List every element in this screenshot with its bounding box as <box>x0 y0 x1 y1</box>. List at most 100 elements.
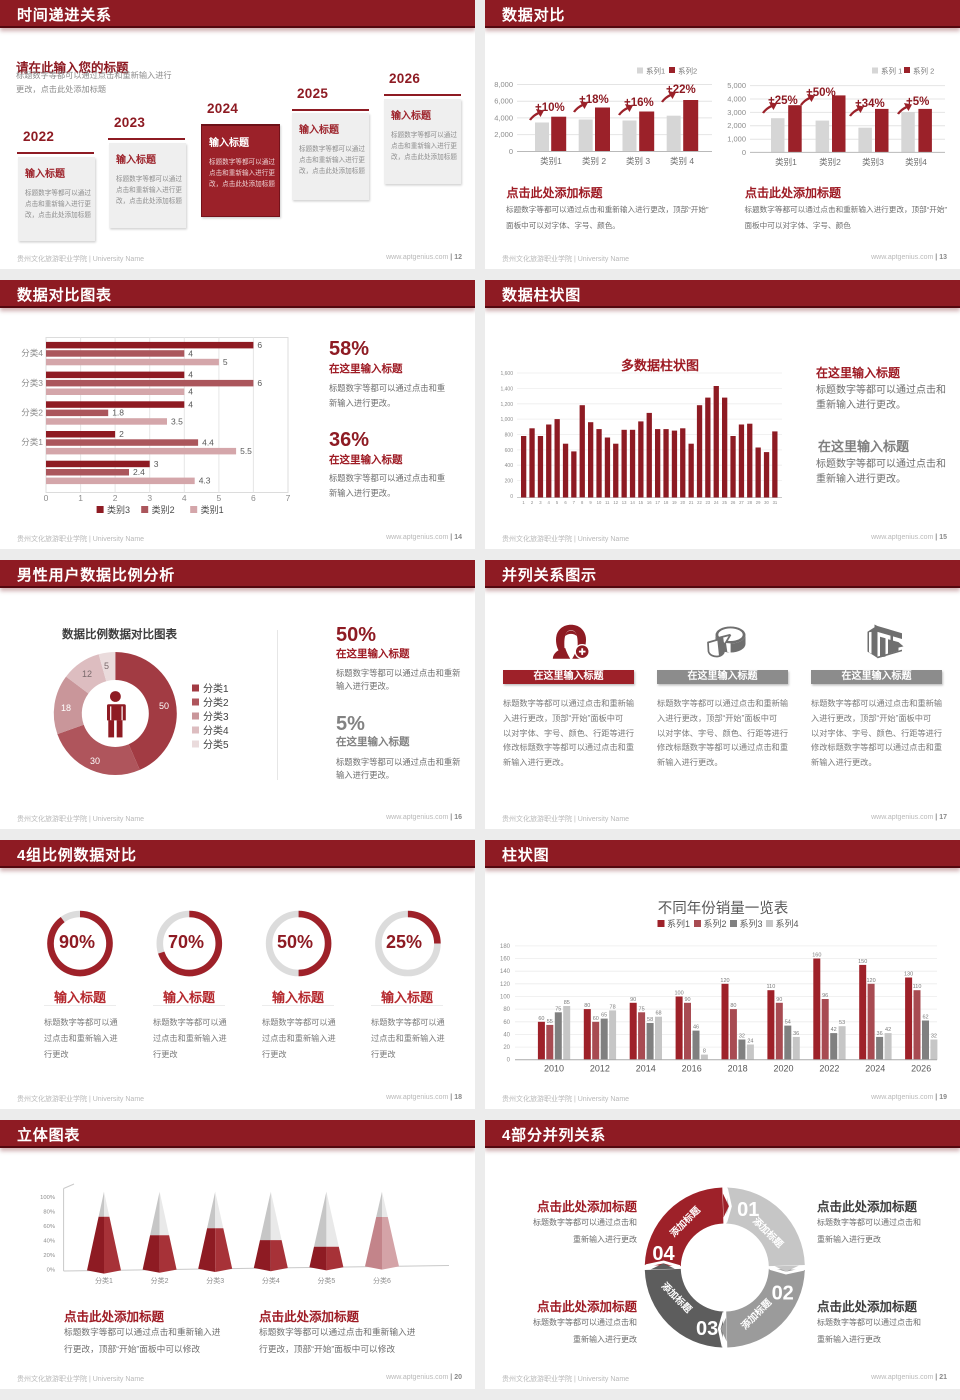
svg-text:90: 90 <box>630 997 636 1003</box>
svg-text:类别4: 类别4 <box>905 157 927 167</box>
svg-text:2018: 2018 <box>728 1064 748 1074</box>
svg-text:2012: 2012 <box>590 1064 610 1074</box>
svg-text:0: 0 <box>742 148 746 157</box>
svg-text:100: 100 <box>675 991 684 997</box>
svg-text:46: 46 <box>693 1025 699 1031</box>
svg-text:4: 4 <box>548 500 551 505</box>
svg-text:3: 3 <box>147 493 152 503</box>
svg-text:120: 120 <box>500 982 511 988</box>
svg-text:20: 20 <box>680 500 685 505</box>
svg-text:6,000: 6,000 <box>494 97 513 106</box>
svg-text:分类2: 分类2 <box>151 1276 169 1285</box>
svg-text:5: 5 <box>217 493 222 503</box>
svg-text:类别 3: 类别 3 <box>626 156 650 166</box>
svg-text:类别 2: 类别 2 <box>582 156 606 166</box>
svg-text:78: 78 <box>610 1004 616 1010</box>
svg-text:系列4: 系列4 <box>776 918 799 929</box>
svg-text:22: 22 <box>697 500 702 505</box>
svg-text:2020: 2020 <box>773 1064 793 1074</box>
svg-text:2016: 2016 <box>682 1064 702 1074</box>
svg-text:9: 9 <box>589 500 592 505</box>
svg-text:32: 32 <box>931 1034 937 1040</box>
svg-text:19: 19 <box>672 500 677 505</box>
svg-text:65: 65 <box>601 1013 607 1019</box>
svg-text:2,000: 2,000 <box>494 130 513 139</box>
svg-text:160: 160 <box>812 953 821 959</box>
svg-text:分类3: 分类3 <box>203 710 229 723</box>
svg-text:2014: 2014 <box>636 1064 656 1074</box>
svg-text:21: 21 <box>689 500 694 505</box>
svg-text:20: 20 <box>503 1045 510 1051</box>
svg-text:系列 1: 系列 1 <box>881 66 902 76</box>
svg-text:2024: 2024 <box>865 1064 885 1074</box>
svg-text:90: 90 <box>684 997 690 1003</box>
svg-text:7: 7 <box>286 493 291 503</box>
svg-text:03: 03 <box>696 1318 718 1340</box>
svg-text:4.3: 4.3 <box>199 476 211 486</box>
svg-text:16: 16 <box>647 500 652 505</box>
svg-text:3,000: 3,000 <box>727 108 746 117</box>
svg-text:85: 85 <box>564 1000 570 1006</box>
svg-text:24: 24 <box>747 1039 753 1045</box>
svg-text:5,000: 5,000 <box>727 81 746 90</box>
svg-text:1.8: 1.8 <box>112 408 124 418</box>
svg-text:5: 5 <box>223 357 228 367</box>
svg-text:1,600: 1,600 <box>500 371 513 377</box>
svg-text:27: 27 <box>739 500 744 505</box>
svg-text:60%: 60% <box>43 1224 55 1230</box>
svg-text:6: 6 <box>564 500 567 505</box>
svg-text:6: 6 <box>257 340 262 350</box>
svg-text:4,000: 4,000 <box>727 94 746 103</box>
svg-text:分类1: 分类1 <box>95 1276 113 1285</box>
svg-text:18: 18 <box>664 500 669 505</box>
svg-text:类别1: 类别1 <box>540 156 562 166</box>
svg-text:8,000: 8,000 <box>494 80 513 89</box>
svg-text:1: 1 <box>522 500 525 505</box>
svg-text:1,400: 1,400 <box>500 386 513 392</box>
svg-text:60: 60 <box>593 1016 599 1022</box>
svg-text:2,000: 2,000 <box>727 121 746 130</box>
svg-text:75: 75 <box>555 1006 561 1012</box>
svg-text:120: 120 <box>867 978 876 984</box>
svg-text:400: 400 <box>505 463 514 469</box>
svg-text:12: 12 <box>613 500 618 505</box>
svg-text:15: 15 <box>638 500 643 505</box>
svg-text:140: 140 <box>500 969 511 975</box>
svg-text:类别 4: 类别 4 <box>670 156 694 166</box>
svg-text:01: 01 <box>737 1199 759 1221</box>
svg-text:系列2: 系列2 <box>704 918 727 929</box>
svg-text:分类4: 分类4 <box>21 348 43 358</box>
svg-text:+5%: +5% <box>906 96 929 108</box>
svg-text:120: 120 <box>720 978 729 984</box>
svg-text:10: 10 <box>597 500 602 505</box>
svg-text:3.5: 3.5 <box>171 416 183 426</box>
svg-text:54: 54 <box>785 1020 791 1026</box>
svg-text:5.5: 5.5 <box>240 446 252 456</box>
svg-text:02: 02 <box>772 1282 794 1304</box>
svg-text:13: 13 <box>622 500 627 505</box>
svg-text:50: 50 <box>159 701 169 711</box>
svg-text:80: 80 <box>730 1003 736 1009</box>
svg-text:类别2: 类别2 <box>819 157 841 167</box>
svg-text:36: 36 <box>793 1031 799 1037</box>
svg-text:160: 160 <box>500 957 511 963</box>
svg-text:90: 90 <box>776 997 782 1003</box>
svg-text:1,000: 1,000 <box>500 417 513 423</box>
svg-text:5: 5 <box>104 661 109 671</box>
svg-text:2: 2 <box>113 493 118 503</box>
svg-text:80: 80 <box>584 1003 590 1009</box>
svg-text:80: 80 <box>503 1007 510 1013</box>
svg-text:55: 55 <box>547 1019 553 1025</box>
svg-text:42: 42 <box>831 1027 837 1033</box>
svg-text:30: 30 <box>764 500 769 505</box>
svg-text:3: 3 <box>539 500 542 505</box>
svg-text:75: 75 <box>639 1006 645 1012</box>
svg-text:分类3: 分类3 <box>21 378 43 388</box>
svg-text:20%: 20% <box>43 1253 55 1259</box>
svg-text:4.4: 4.4 <box>202 437 214 447</box>
svg-text:80%: 80% <box>43 1210 55 1216</box>
svg-text:6: 6 <box>257 378 262 388</box>
svg-text:100%: 100% <box>40 1195 55 1201</box>
svg-text:系列1: 系列1 <box>646 66 665 76</box>
svg-text:8: 8 <box>703 1049 706 1055</box>
